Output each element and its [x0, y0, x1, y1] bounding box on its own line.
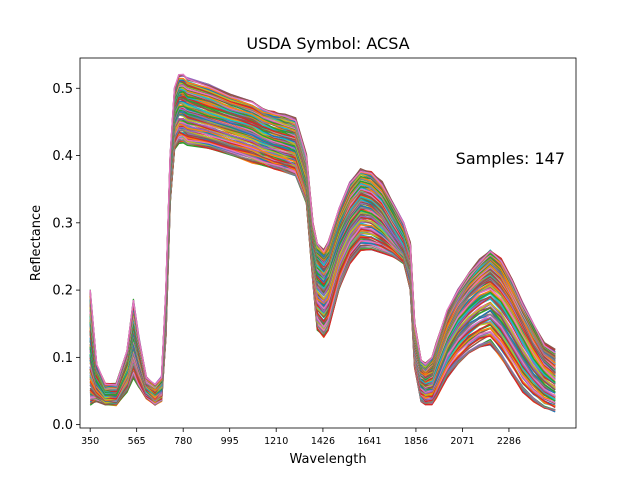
- samples-annotation: Samples: 147: [456, 149, 565, 168]
- spectrum-line: [89, 73, 556, 386]
- y-axis-label: Reflectance: [29, 205, 44, 281]
- x-tick-label: 1641: [357, 436, 381, 447]
- x-tick-label: 1426: [311, 436, 335, 447]
- spectrum-line: [89, 118, 556, 398]
- spectrum-line: [90, 138, 556, 411]
- plot-frame: [79, 57, 577, 429]
- x-tick-label: 2286: [497, 436, 521, 447]
- x-axis: 350 565 780 995 1210 1426 1641 1856 2071 2286: [81, 428, 521, 447]
- x-tick-label: 1210: [264, 436, 288, 447]
- y-tick-label: 0.1: [52, 351, 73, 366]
- chart-title: USDA Symbol: ACSA: [246, 34, 409, 53]
- x-tick-label: 1856: [404, 436, 428, 447]
- y-tick-label: 0.4: [52, 149, 73, 164]
- x-tick-label: 995: [221, 436, 239, 447]
- x-tick-label: 565: [128, 436, 146, 447]
- spectrum-line: [89, 111, 556, 398]
- y-tick-label: 0.3: [52, 216, 73, 231]
- x-tick-label: 780: [174, 436, 192, 447]
- x-axis-label: Wavelength: [289, 452, 366, 467]
- spectra-lines: [89, 73, 556, 413]
- y-tick-label: 0.0: [52, 418, 73, 433]
- y-tick-label: 0.5: [52, 82, 73, 97]
- y-tick-label: 0.2: [52, 284, 73, 299]
- x-tick-label: 2071: [450, 436, 474, 447]
- spectrum-line: [90, 134, 556, 405]
- x-tick-label: 350: [81, 436, 99, 447]
- y-axis: 0.0 0.1 0.2 0.3 0.4 0.5: [52, 82, 80, 433]
